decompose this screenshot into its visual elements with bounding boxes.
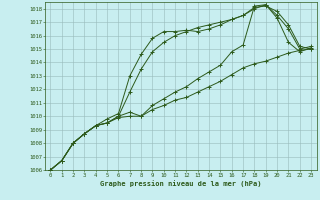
X-axis label: Graphe pression niveau de la mer (hPa): Graphe pression niveau de la mer (hPa) (100, 181, 261, 187)
